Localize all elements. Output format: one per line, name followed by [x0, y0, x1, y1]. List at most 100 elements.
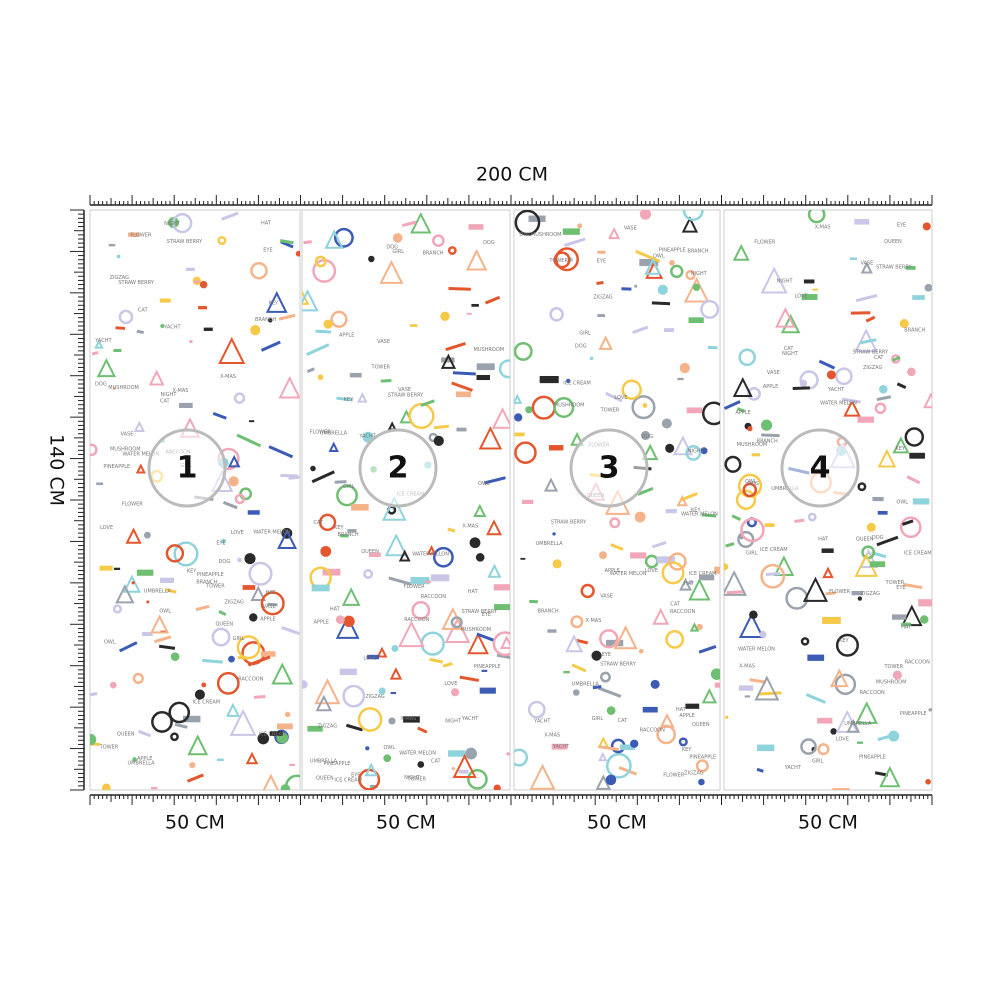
pattern-ring	[90, 443, 98, 457]
pattern-word: YACHT	[784, 765, 802, 771]
pattern-triangle	[754, 675, 780, 701]
pattern-ring	[549, 307, 564, 322]
pattern-ring	[661, 561, 685, 585]
pattern-block	[528, 215, 546, 222]
pattern-dot	[830, 728, 837, 735]
pattern-dot	[638, 648, 644, 654]
pattern-triangle	[364, 762, 379, 777]
pattern-ring	[527, 700, 546, 719]
pattern-block	[430, 574, 450, 582]
pattern-triangle	[467, 632, 489, 655]
pattern-word: MUSHROOM	[110, 446, 141, 452]
pattern-word: GIRL	[343, 484, 355, 490]
pattern-word: EYE	[602, 652, 611, 658]
pattern-word: LOVE	[795, 294, 808, 300]
pattern-word: EYE	[482, 612, 491, 618]
pattern-stroke	[267, 602, 278, 607]
pattern-triangle	[843, 399, 861, 417]
pattern-word: TOWER	[885, 580, 905, 586]
pattern-dot	[228, 476, 239, 487]
pattern-dot	[552, 532, 556, 536]
pattern-word: TOWER	[99, 744, 119, 750]
pattern-triangle	[491, 407, 510, 429]
pattern-dot	[221, 538, 226, 544]
pattern-block	[476, 363, 495, 371]
pattern-dot	[433, 435, 444, 446]
pattern-stroke	[637, 487, 654, 496]
pattern-block	[630, 552, 647, 559]
pattern-triangle	[679, 577, 692, 591]
pattern-triangle	[499, 635, 510, 649]
pattern-block	[471, 303, 479, 307]
pattern-dot	[879, 384, 888, 394]
pattern-word: RACCOON	[238, 677, 263, 683]
pattern-ring	[599, 629, 619, 649]
pattern-block	[738, 685, 754, 691]
pattern-block	[410, 324, 418, 327]
pattern-word: PINEAPPLE	[197, 572, 224, 578]
pattern-block	[466, 312, 472, 315]
pattern-triangle	[187, 734, 209, 756]
pattern-ring	[132, 672, 144, 685]
pattern-triangle	[487, 563, 502, 578]
pattern-block	[562, 228, 580, 235]
pattern: APPLEAPPLEBRANCHBRANCHGIRLGIRLDOGDOGLOVE…	[90, 211, 300, 790]
wallpaper-panel: APPLEAPPLEBRANCHBRANCHGIRLGIRLDOGDOGLOVE…	[301, 209, 511, 834]
pattern-block	[349, 372, 362, 378]
pattern-block	[547, 629, 557, 633]
pattern-word: VASE	[600, 594, 613, 600]
pattern-word: DOG	[575, 344, 587, 350]
pattern-stroke	[756, 767, 764, 773]
pattern-stroke	[118, 641, 138, 653]
pattern-triangle	[278, 376, 300, 399]
pattern-stroke	[483, 476, 506, 485]
pattern-block	[597, 314, 606, 318]
pattern-ring	[168, 701, 191, 724]
pattern-word: UMBRELLA	[771, 486, 799, 492]
pattern-dot	[268, 318, 273, 323]
pattern-dot	[249, 613, 258, 622]
pattern-word: FLOWER	[310, 429, 332, 435]
pattern-triangle	[384, 533, 408, 557]
pattern-triangle	[148, 369, 165, 386]
pattern-block	[347, 529, 357, 533]
pattern-stroke	[701, 513, 717, 518]
pattern-block	[99, 565, 113, 571]
pattern-word: NIGHT	[161, 392, 178, 398]
pattern-dot	[469, 537, 481, 549]
pattern-dot	[514, 413, 523, 422]
pattern-ring	[735, 489, 757, 510]
pattern-dot	[237, 557, 242, 563]
pattern-stroke	[260, 340, 281, 352]
pattern-triangle	[613, 625, 638, 650]
pattern-stroke	[876, 395, 892, 402]
pattern-word: YACHT	[827, 387, 845, 393]
pattern-word: EYE	[216, 541, 225, 547]
pattern-stroke	[818, 359, 836, 370]
pattern-triangle	[335, 615, 360, 639]
pattern-dot	[388, 717, 396, 725]
pattern-stroke	[278, 313, 296, 321]
pattern-word: X-MAS	[173, 388, 189, 394]
pattern-ring	[172, 212, 193, 234]
pattern-word: QUEEN	[215, 622, 233, 628]
pattern-dot	[320, 545, 332, 557]
pattern-word: PINEAPPLE	[900, 711, 927, 717]
pattern-word: MUSHROOM	[531, 232, 562, 238]
pattern-word: NIGHT	[164, 221, 181, 227]
pattern-dot	[368, 255, 375, 263]
pattern-word: YACHT	[358, 434, 376, 440]
pattern-block	[183, 715, 201, 723]
pattern-ring	[234, 493, 246, 505]
pattern-stroke	[651, 541, 667, 549]
pattern-dot	[761, 419, 773, 431]
pattern-stroke	[334, 480, 347, 484]
pattern-triangle	[760, 266, 788, 294]
pattern-triangle	[672, 435, 693, 456]
pattern-block	[179, 402, 193, 409]
pattern-stroke	[896, 382, 907, 390]
pattern-stroke	[212, 411, 227, 420]
pattern-dot	[679, 362, 690, 374]
pattern-word: NIGHT	[404, 775, 421, 781]
pattern-stroke	[496, 653, 510, 660]
